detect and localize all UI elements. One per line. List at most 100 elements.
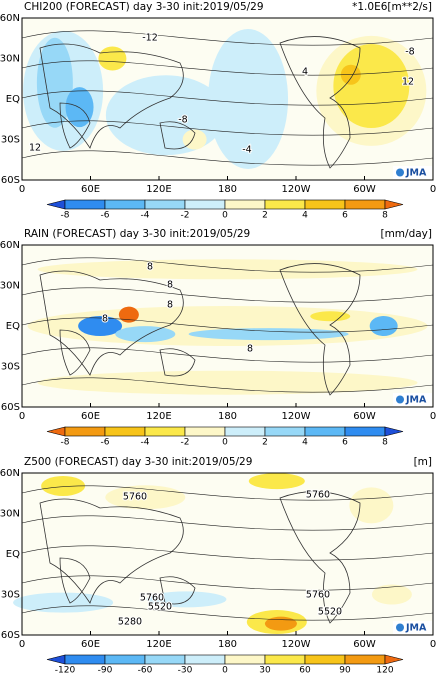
lon-label: 60W [353,184,376,195]
panel-title: CHI200 (FORECAST) day 3-30 init:2019/05/… [24,1,264,13]
field-shading [78,316,123,336]
coastline [159,121,196,150]
lon-label: 60E [81,184,100,195]
contour-label: 8 [167,300,173,311]
logo-icon [396,395,404,404]
colorbar-label: -4 [141,211,150,221]
colorbar-segment [264,426,306,437]
contour-label: 12 [29,143,41,154]
colorbar-segment [304,199,346,210]
colorbar-segment [64,199,106,210]
field-shading [310,311,351,322]
lon-label: 60E [81,411,100,422]
field-shading [118,306,139,323]
lon-label: 60W [353,411,376,422]
colorbar-segment [224,654,266,665]
lat-label: EQ [6,549,20,560]
lon-label: 120W [282,184,311,195]
lon-label: 0 [430,411,436,422]
lon-label: 180 [218,411,237,422]
colorbar-label: 2 [262,211,268,221]
colorbar-segment [104,426,146,437]
colorbar-label: -60 [138,666,153,673]
contour-label: 5760 [306,490,330,501]
field-shading [371,584,412,605]
colorbar-segment [224,426,266,437]
contour-line [21,515,434,531]
contour-label: 5760 [123,492,147,503]
panel-units: [m] [414,456,432,468]
field-shading [248,473,305,490]
field-shading [105,75,226,156]
colorbar-label: 90 [339,666,351,673]
colorbar-segment [144,426,186,437]
contour-line [21,377,434,393]
colorbar-segment [144,199,186,210]
colorbar-label: -6 [101,438,110,448]
panel-title: Z500 (FORECAST) day 3-30 init:2019/05/29 [24,456,252,468]
contour-label: -8 [405,47,414,58]
field-shading [37,370,418,395]
colorbar-label: 8 [382,438,388,448]
colorbar-segment [344,426,386,437]
colorbar-segment [344,199,386,210]
logo-box [393,621,432,634]
panel-title: RAIN (FORECAST) day 3-30 init:2019/05/29 [24,228,250,240]
field-shading [115,326,176,343]
lat-label: 60S [1,175,20,186]
contour-line [21,287,434,303]
lon-label: 120W [282,411,311,422]
contour-label: 5760 [306,590,330,601]
contour-line [21,150,434,166]
colorbar-end [46,426,66,437]
colorbar-segment [184,654,226,665]
colorbar-segment [304,654,346,665]
field-shading [369,316,398,336]
field-shading [188,328,349,341]
lon-label: 0 [430,184,436,195]
lon-label: 0 [19,411,25,422]
lat-label: 30N [0,281,20,292]
field-shading [36,37,73,128]
panel-units: *1.0E6[m**2/s] [352,1,432,13]
colorbar-segment [264,199,306,210]
logo-icon [396,623,404,632]
coastline [59,557,91,604]
coastline [279,491,361,624]
contour-label: 8 [247,344,253,355]
colorbar-segment [264,654,306,665]
contour-line [21,120,434,136]
colorbar-segment [224,199,266,210]
logo-box [393,393,432,406]
field-shading [13,592,114,613]
colorbar-label: -6 [101,211,110,221]
lon-label: 180 [218,639,237,650]
contour-label: 8 [167,280,173,291]
lat-label: 30N [0,54,20,65]
colorbar-label: -8 [61,438,70,448]
colorbar-label: -90 [98,666,113,673]
colorbar-segment [344,654,386,665]
colorbar-segment [104,199,146,210]
contour-line [21,605,434,621]
contour-label: -4 [242,145,251,156]
lon-label: 60E [81,639,100,650]
lat-label: 30S [1,590,20,601]
contour-line [21,575,434,591]
contour-label: -12 [142,33,158,44]
contour-line [21,485,434,501]
colorbar-label: -4 [141,438,150,448]
lon-label: 0 [430,639,436,650]
colorbar-segment [64,654,106,665]
logo-text: JMA [405,395,427,406]
colorbar-label: -8 [61,211,70,221]
lat-label: 60S [1,402,20,413]
lat-label: 30S [1,362,20,373]
colorbar-label: 0 [222,438,228,448]
coastline [279,263,361,396]
coastline [39,43,184,149]
colorbar-label: -120 [55,666,76,673]
coastline [279,36,361,169]
colorbar-label: 60 [299,666,311,673]
contour-line [21,545,434,561]
